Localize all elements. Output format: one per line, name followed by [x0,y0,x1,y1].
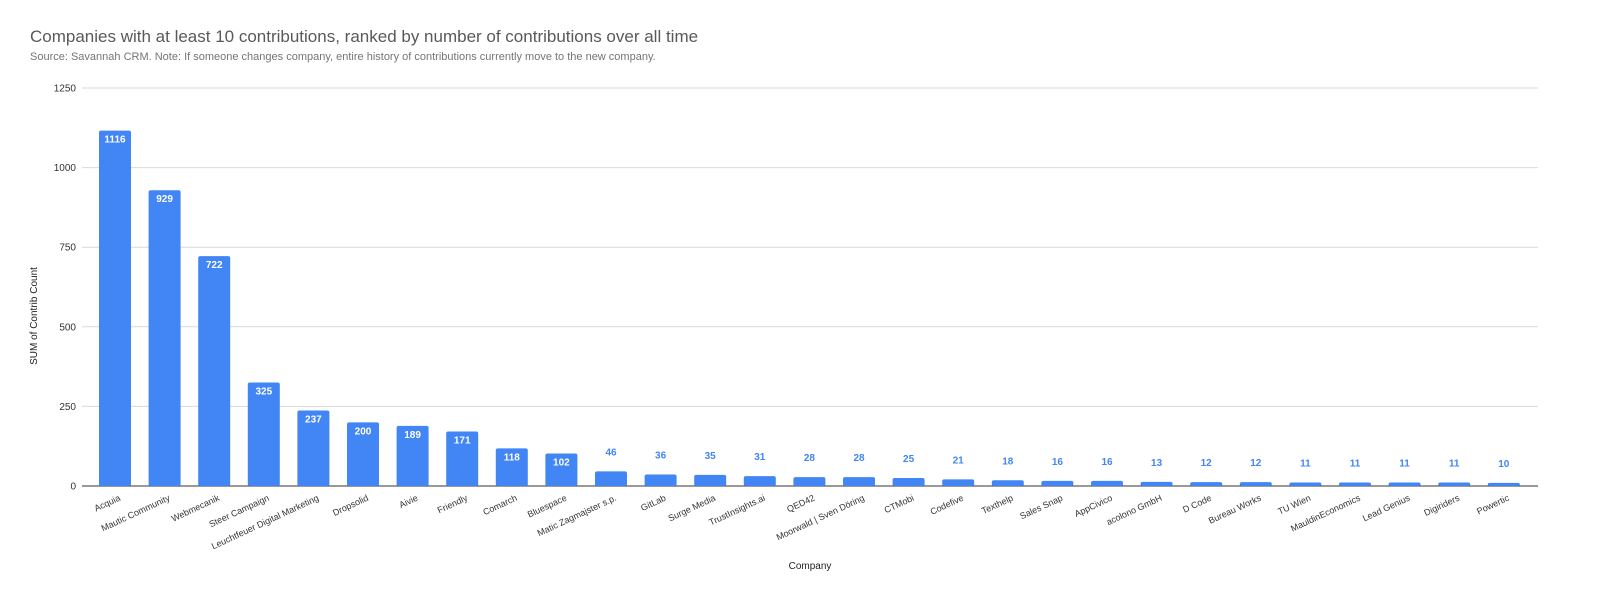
chart-title: Companies with at least 10 contributions… [30,27,699,46]
data-label: 722 [206,260,223,271]
bar [843,477,875,486]
data-label: 189 [404,430,421,441]
bar [942,479,975,486]
data-label: 28 [853,453,865,464]
data-label: 325 [255,387,272,398]
y-tick-label: 750 [59,243,76,254]
x-tick-label: TrustInsights.ai [707,493,766,528]
data-label: 46 [605,447,617,458]
bar [595,471,627,486]
data-label: 25 [903,454,915,465]
x-tick-label: Digiriders [1422,493,1461,518]
x-tick-label: acolono GmbH [1105,493,1164,527]
x-tick-label: Powertic [1475,493,1511,517]
bar [545,453,578,486]
bar [297,410,330,486]
data-label: 11 [1300,458,1311,469]
x-axis-title: Company [789,561,832,572]
x-tick-label: Dropsolid [331,493,370,518]
data-label: 200 [355,426,372,437]
data-label: 28 [804,453,816,464]
bar [793,477,826,486]
data-label: 16 [1101,457,1113,468]
bar [347,422,379,486]
bar [396,425,429,486]
x-tick-label: QED42 [785,493,816,515]
bar [99,130,131,487]
x-tick-label: AppCivico [1073,493,1114,519]
bar [1438,482,1471,486]
bar [148,190,181,486]
bar [1041,480,1074,486]
data-label: 10 [1498,459,1510,470]
data-label: 21 [953,455,965,466]
y-axis-title: SUM of Contrib Count [29,267,40,365]
bar [198,256,231,486]
bar [1339,482,1371,486]
data-label: 118 [504,452,521,463]
y-axis-ticks: 0 250 500 750 1000 1250 [54,84,77,493]
bar [644,474,677,486]
data-label: 16 [1052,457,1064,468]
bar [743,476,776,486]
bar [892,478,925,486]
bars [99,130,1520,487]
x-tick-label: Friendly [436,493,470,516]
x-tick-label: TU Wien [1276,493,1312,517]
x-tick-label: D Code [1181,493,1213,515]
x-tick-label: Comarch [481,493,518,517]
x-tick-label: Aivie [398,493,420,510]
bar [1140,481,1173,486]
y-tick-label: 1250 [54,84,77,95]
data-label: 35 [705,451,717,462]
bar [1239,482,1272,486]
bar [495,448,528,486]
bar [1091,480,1123,486]
data-label: 12 [1250,458,1262,469]
y-tick-label: 500 [59,322,76,333]
data-label: 102 [553,458,570,469]
data-label: 31 [754,452,766,463]
x-tick-label: Bureau Works [1207,493,1263,526]
data-label: 929 [156,194,173,205]
x-tick-label: Lead Genius [1361,493,1412,524]
x-tick-label: Acquia [93,493,122,514]
bar [1388,482,1421,486]
bar [991,480,1024,486]
data-label: 237 [305,415,322,426]
bar [446,431,479,486]
data-label: 1116 [104,135,126,146]
data-label: 36 [655,451,667,462]
data-label: 11 [1350,458,1361,469]
data-label: 11 [1399,458,1410,469]
x-tick-label: CTMobi [883,493,916,515]
data-label: 171 [454,436,471,447]
bar [694,474,727,486]
y-tick-label: 250 [59,402,76,413]
x-tick-label: Bluespace [526,493,568,520]
y-tick-label: 1000 [54,163,77,174]
chart-subtitle: Source: Savannah CRM. Note: If someone c… [30,51,656,63]
x-tick-label: Texthelp [980,493,1015,516]
bar [1487,482,1520,486]
data-label: 18 [1002,456,1014,467]
data-label: 11 [1449,458,1460,469]
x-tick-label: Moorwald | Sven Döring [775,493,866,543]
x-tick-label: Codefive [929,493,965,517]
y-tick-label: 0 [70,482,76,493]
data-label: 13 [1151,458,1163,469]
x-tick-label: GitLab [639,493,667,513]
data-label: 12 [1201,458,1213,469]
bar [247,382,280,486]
x-tick-label: Sales Snap [1018,493,1064,522]
bar [1190,482,1223,486]
bar [1289,482,1322,486]
